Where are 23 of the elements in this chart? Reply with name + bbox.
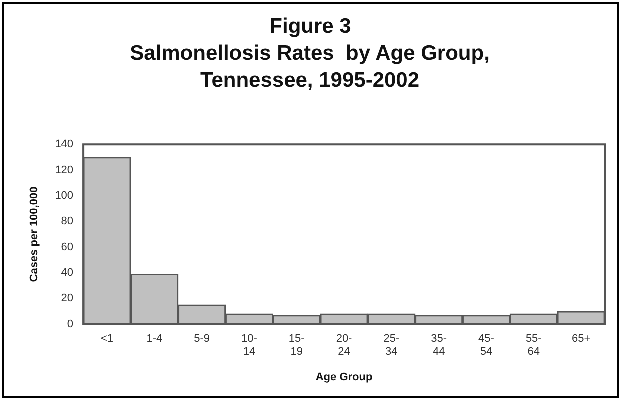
x-tick-label: 5-9 — [194, 333, 210, 346]
y-tick-label: 120 — [55, 164, 74, 176]
x-tick-label: 1-4 — [146, 333, 163, 346]
y-tick-label: 100 — [55, 190, 74, 202]
y-tick-label: 0 — [67, 318, 74, 330]
x-tick-label: 15-19 — [288, 333, 306, 358]
x-tick-label: 65+ — [572, 333, 591, 346]
x-tick-label: 20-24 — [336, 333, 353, 358]
y-tick-label: 20 — [61, 292, 74, 305]
y-tick-label: 80 — [61, 216, 74, 228]
x-tick-label: 45-54 — [478, 333, 495, 358]
chart-title: Figure 3 — [268, 14, 352, 40]
x-tick-label: 10-14 — [242, 333, 258, 358]
y-axis-title: Cases per 100,000 — [28, 186, 41, 282]
y-tick-label: 140 — [55, 138, 74, 151]
x-tick-label: 55-64 — [526, 333, 542, 358]
x-tick-label: <1 — [100, 333, 114, 346]
chart-subtitle: Salmonellosis Rates by Age Group, Tennessee, 1995-2002 — [129, 41, 491, 94]
x-tick-label: 25-34 — [384, 333, 400, 358]
y-tick-label: 60 — [61, 241, 74, 254]
y-tick-label: 40 — [61, 267, 74, 280]
x-tick-label: 35-44 — [431, 333, 448, 358]
x-axis-title: Age Group — [316, 371, 373, 384]
